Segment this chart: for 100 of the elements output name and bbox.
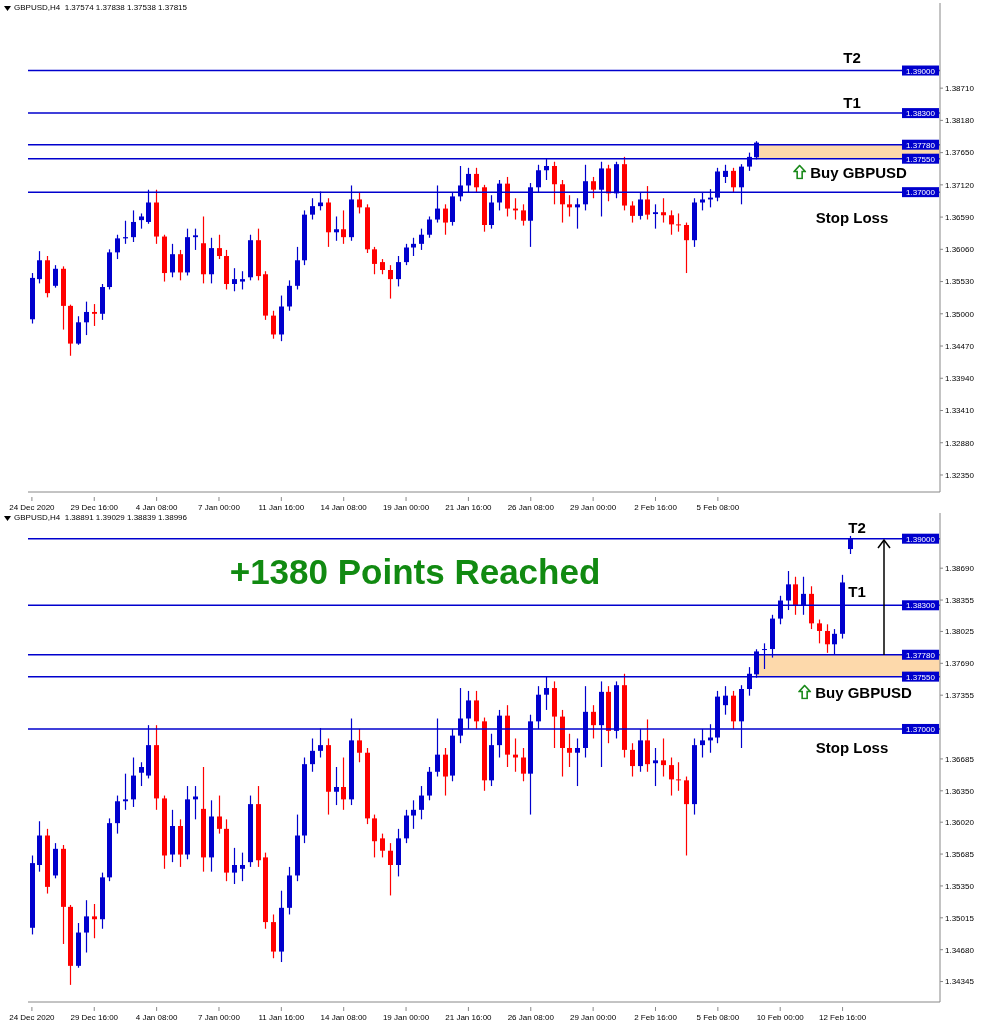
y-tick-label: 1.38355 — [945, 595, 975, 605]
annotation: Buy GBPUSD — [810, 163, 907, 181]
candlestick — [676, 212, 681, 233]
candlestick — [684, 221, 689, 274]
ref-line-label: 1.39000 — [906, 534, 936, 544]
candlestick — [115, 794, 120, 835]
x-tick-label: 14 Jan 08:00 — [320, 1013, 368, 1022]
x-tick-label: 26 Jan 08:00 — [507, 1013, 555, 1022]
x-tick-label: 29 Dec 16:00 — [70, 503, 119, 512]
candlestick — [489, 194, 494, 230]
candlestick — [92, 903, 97, 939]
x-tick-label: 26 Jan 08:00 — [507, 503, 555, 512]
candlestick — [653, 203, 658, 230]
candlestick — [123, 773, 128, 811]
ref-line-label: 1.37000 — [906, 188, 936, 198]
y-tick-label: 1.34680 — [945, 945, 975, 955]
candlestick — [645, 185, 650, 221]
candlestick — [676, 761, 681, 792]
y-tick-label: 1.35000 — [945, 309, 975, 319]
x-tick-label: 4 Jan 08:00 — [135, 1013, 179, 1022]
candlestick — [793, 576, 798, 616]
y-tick-label: 1.37120 — [945, 180, 975, 190]
candlestick — [474, 690, 479, 730]
y-tick-label: 1.38180 — [945, 116, 975, 126]
y-tick-label: 1.35685 — [945, 849, 975, 859]
candlestick — [53, 264, 58, 289]
annotation: T2 — [843, 48, 861, 66]
candlestick — [575, 737, 580, 787]
candlestick — [341, 209, 346, 245]
candlestick — [310, 197, 315, 221]
candlestick — [567, 194, 572, 218]
x-tick-label: 11 Jan 16:00 — [258, 1013, 305, 1022]
candlestick — [560, 179, 565, 224]
annotation: Buy GBPUSD — [815, 683, 912, 701]
candlestick — [372, 813, 377, 858]
y-tick-label: 1.37690 — [945, 659, 975, 669]
y-tick-label: 1.36020 — [945, 818, 975, 828]
y-tick-label: 1.35350 — [945, 881, 975, 891]
candlestick — [388, 264, 393, 300]
candlestick — [661, 197, 666, 224]
candlestick — [419, 785, 424, 820]
candlestick — [513, 737, 518, 773]
candlestick — [37, 250, 42, 284]
annotation: T1 — [843, 93, 861, 111]
candlestick — [723, 164, 728, 184]
candlestick — [84, 899, 89, 954]
ref-line-label: 1.37550 — [906, 154, 936, 164]
ref-line-label: 1.38300 — [906, 601, 936, 611]
candlestick — [591, 176, 596, 199]
x-tick-label: 5 Feb 08:00 — [696, 503, 740, 512]
chart-title: GBPUSD,H4 1.37574 1.37838 1.37538 1.37815 — [14, 3, 188, 12]
y-tick-label: 1.34345 — [945, 977, 975, 987]
candlestick — [817, 618, 822, 644]
candlestick — [474, 167, 479, 193]
y-tick-label: 1.36350 — [945, 786, 975, 796]
ref-line-label: 1.37550 — [906, 672, 936, 682]
candlestick — [84, 301, 89, 336]
candlestick — [443, 203, 448, 236]
y-tick-label: 1.38690 — [945, 564, 975, 574]
x-tick-label: 21 Jan 16:00 — [445, 1013, 493, 1022]
x-tick-label: 19 Jan 00:00 — [382, 1013, 430, 1022]
candlestick — [723, 685, 728, 716]
candlestick — [232, 267, 237, 292]
y-tick-label: 1.33940 — [945, 374, 975, 384]
x-tick-label: 7 Jan 00:00 — [198, 503, 241, 512]
x-tick-label: 7 Jan 00:00 — [198, 1013, 241, 1022]
x-tick-label: 21 Jan 16:00 — [445, 503, 493, 512]
candlestick — [521, 747, 526, 782]
candlestick — [139, 761, 144, 787]
candlestick — [240, 270, 245, 291]
candlestick — [630, 200, 635, 224]
x-tick-label: 29 Jan 00:00 — [570, 503, 617, 512]
candlestick — [404, 809, 409, 844]
ref-line-label: 1.37780 — [906, 140, 936, 150]
candlestick — [240, 852, 245, 882]
candlestick — [591, 704, 596, 740]
x-tick-label: 24 Dec 2020 — [9, 503, 56, 512]
x-tick-label: 4 Jan 08:00 — [135, 503, 179, 512]
candlestick — [217, 794, 222, 835]
ref-line-label: 1.37780 — [906, 650, 936, 660]
candlestick — [372, 246, 377, 275]
candlestick — [396, 255, 401, 288]
x-tick-label: 24 Dec 2020 — [9, 1013, 56, 1022]
x-tick-label: 19 Jan 00:00 — [382, 503, 430, 512]
candlestick — [92, 303, 97, 327]
x-tick-label: 2 Feb 16:00 — [634, 503, 678, 512]
candlestick — [521, 203, 526, 227]
y-tick-label: 1.36590 — [945, 212, 975, 222]
y-tick-label: 1.38025 — [945, 627, 975, 637]
x-tick-label: 5 Feb 08:00 — [696, 1013, 740, 1022]
candlestick — [115, 234, 120, 260]
candlestick — [310, 737, 315, 773]
candlestick — [131, 756, 136, 808]
candlestick — [287, 279, 292, 312]
chart-title: GBPUSD,H4 1.38891 1.39029 1.38839 1.38996 — [14, 513, 188, 522]
x-tick-label: 2 Feb 16:00 — [634, 1013, 678, 1022]
candlestick — [357, 728, 362, 763]
candlestick — [443, 747, 448, 797]
x-tick-label: 10 Feb 00:00 — [756, 1013, 805, 1022]
y-tick-label: 1.32880 — [945, 438, 975, 448]
